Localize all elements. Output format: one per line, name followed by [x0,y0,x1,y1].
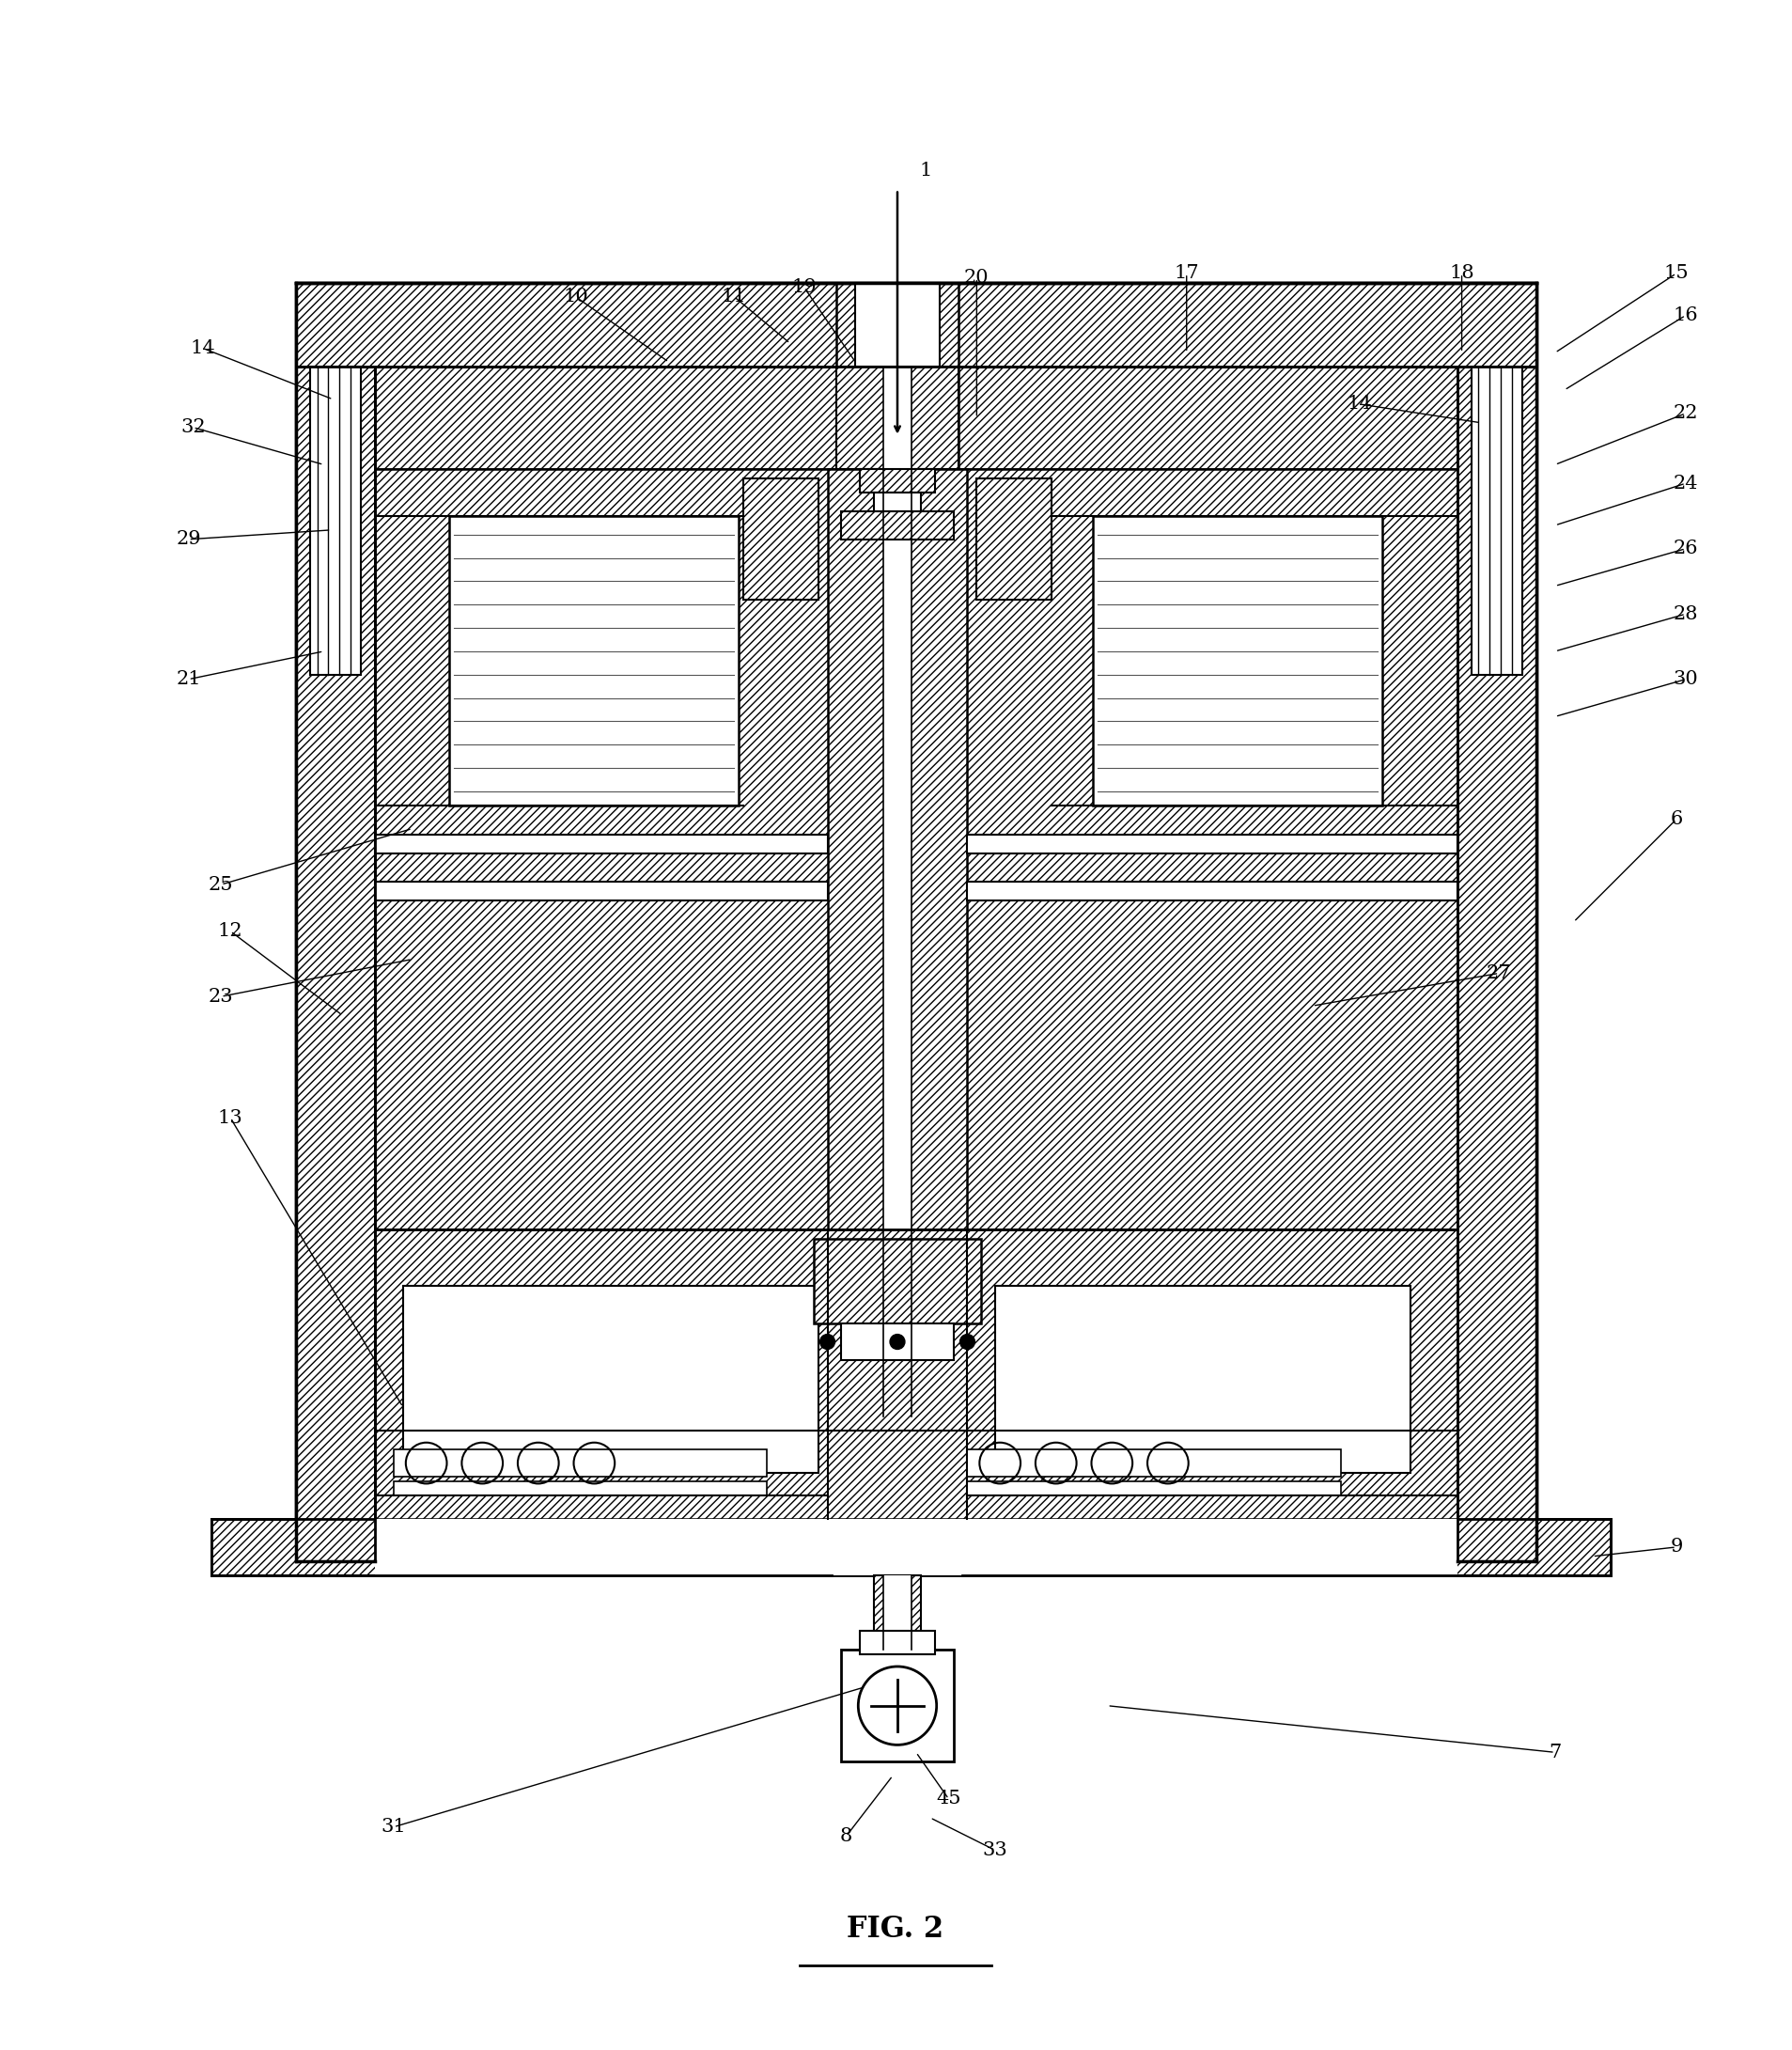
Text: 20: 20 [964,269,989,287]
Bar [814,1238,982,1322]
Bar [1471,367,1523,674]
Text: 14: 14 [190,338,215,357]
Circle shape [961,1335,975,1349]
Bar [968,1449,1340,1478]
Bar [296,367,375,1560]
Text: 8: 8 [840,1827,853,1845]
Bar [968,834,1457,853]
Bar [403,1285,819,1472]
Bar [855,283,939,480]
Bar [842,1322,953,1361]
Bar [977,480,1052,601]
Bar [842,510,953,539]
Text: 30: 30 [1674,670,1699,689]
Text: 12: 12 [219,923,244,941]
Text: 19: 19 [792,279,817,297]
Bar [310,367,360,674]
Bar [837,367,959,469]
Text: 33: 33 [982,1841,1007,1859]
Text: 11: 11 [722,287,747,305]
Text: 6: 6 [1670,810,1683,828]
Text: 31: 31 [382,1818,407,1837]
Bar [855,283,939,480]
Text: 23: 23 [208,988,233,1005]
Bar [296,283,1536,1560]
Bar [375,1519,1457,1574]
Bar [860,469,935,492]
Bar [375,834,828,853]
Text: 25: 25 [208,875,233,894]
Bar [744,480,819,601]
Circle shape [891,1335,905,1349]
Bar [394,1449,767,1478]
Text: 26: 26 [1674,539,1699,558]
Text: 32: 32 [181,418,206,437]
Bar [450,517,738,806]
Text: 14: 14 [1346,396,1371,412]
Bar [1093,517,1382,806]
Text: 28: 28 [1674,605,1699,623]
Text: 17: 17 [1174,264,1199,283]
Bar [828,469,968,1230]
Bar [874,492,921,510]
Bar [375,469,1457,1230]
Bar [394,1482,767,1497]
Bar [968,1482,1340,1497]
Circle shape [821,1335,835,1349]
Text: 45: 45 [935,1790,961,1808]
Text: 29: 29 [176,531,201,547]
Text: 7: 7 [1548,1742,1561,1761]
Bar [883,367,912,1230]
Bar [860,1632,935,1654]
Bar [296,283,1536,367]
Bar [995,1285,1410,1472]
Text: 13: 13 [219,1109,244,1128]
Bar [968,882,1457,900]
Bar [837,283,959,480]
Text: 22: 22 [1674,404,1699,422]
Bar [883,1574,912,1650]
Text: 24: 24 [1674,474,1699,492]
Bar [211,1519,1611,1574]
Bar [375,367,1457,1560]
Bar [874,1574,921,1650]
Text: 18: 18 [1450,264,1475,283]
Text: 9: 9 [1670,1538,1683,1556]
Text: 15: 15 [1663,264,1688,283]
Text: 1: 1 [919,162,932,180]
Text: 10: 10 [563,287,588,305]
Bar [1457,367,1536,1560]
Text: 27: 27 [1487,964,1511,982]
Text: 21: 21 [176,670,201,689]
Bar [375,882,828,900]
Bar [842,1650,953,1761]
Bar [375,1230,1457,1519]
Bar [375,367,1457,469]
Text: FIG. 2: FIG. 2 [848,1915,944,1943]
Text: 16: 16 [1674,305,1699,324]
